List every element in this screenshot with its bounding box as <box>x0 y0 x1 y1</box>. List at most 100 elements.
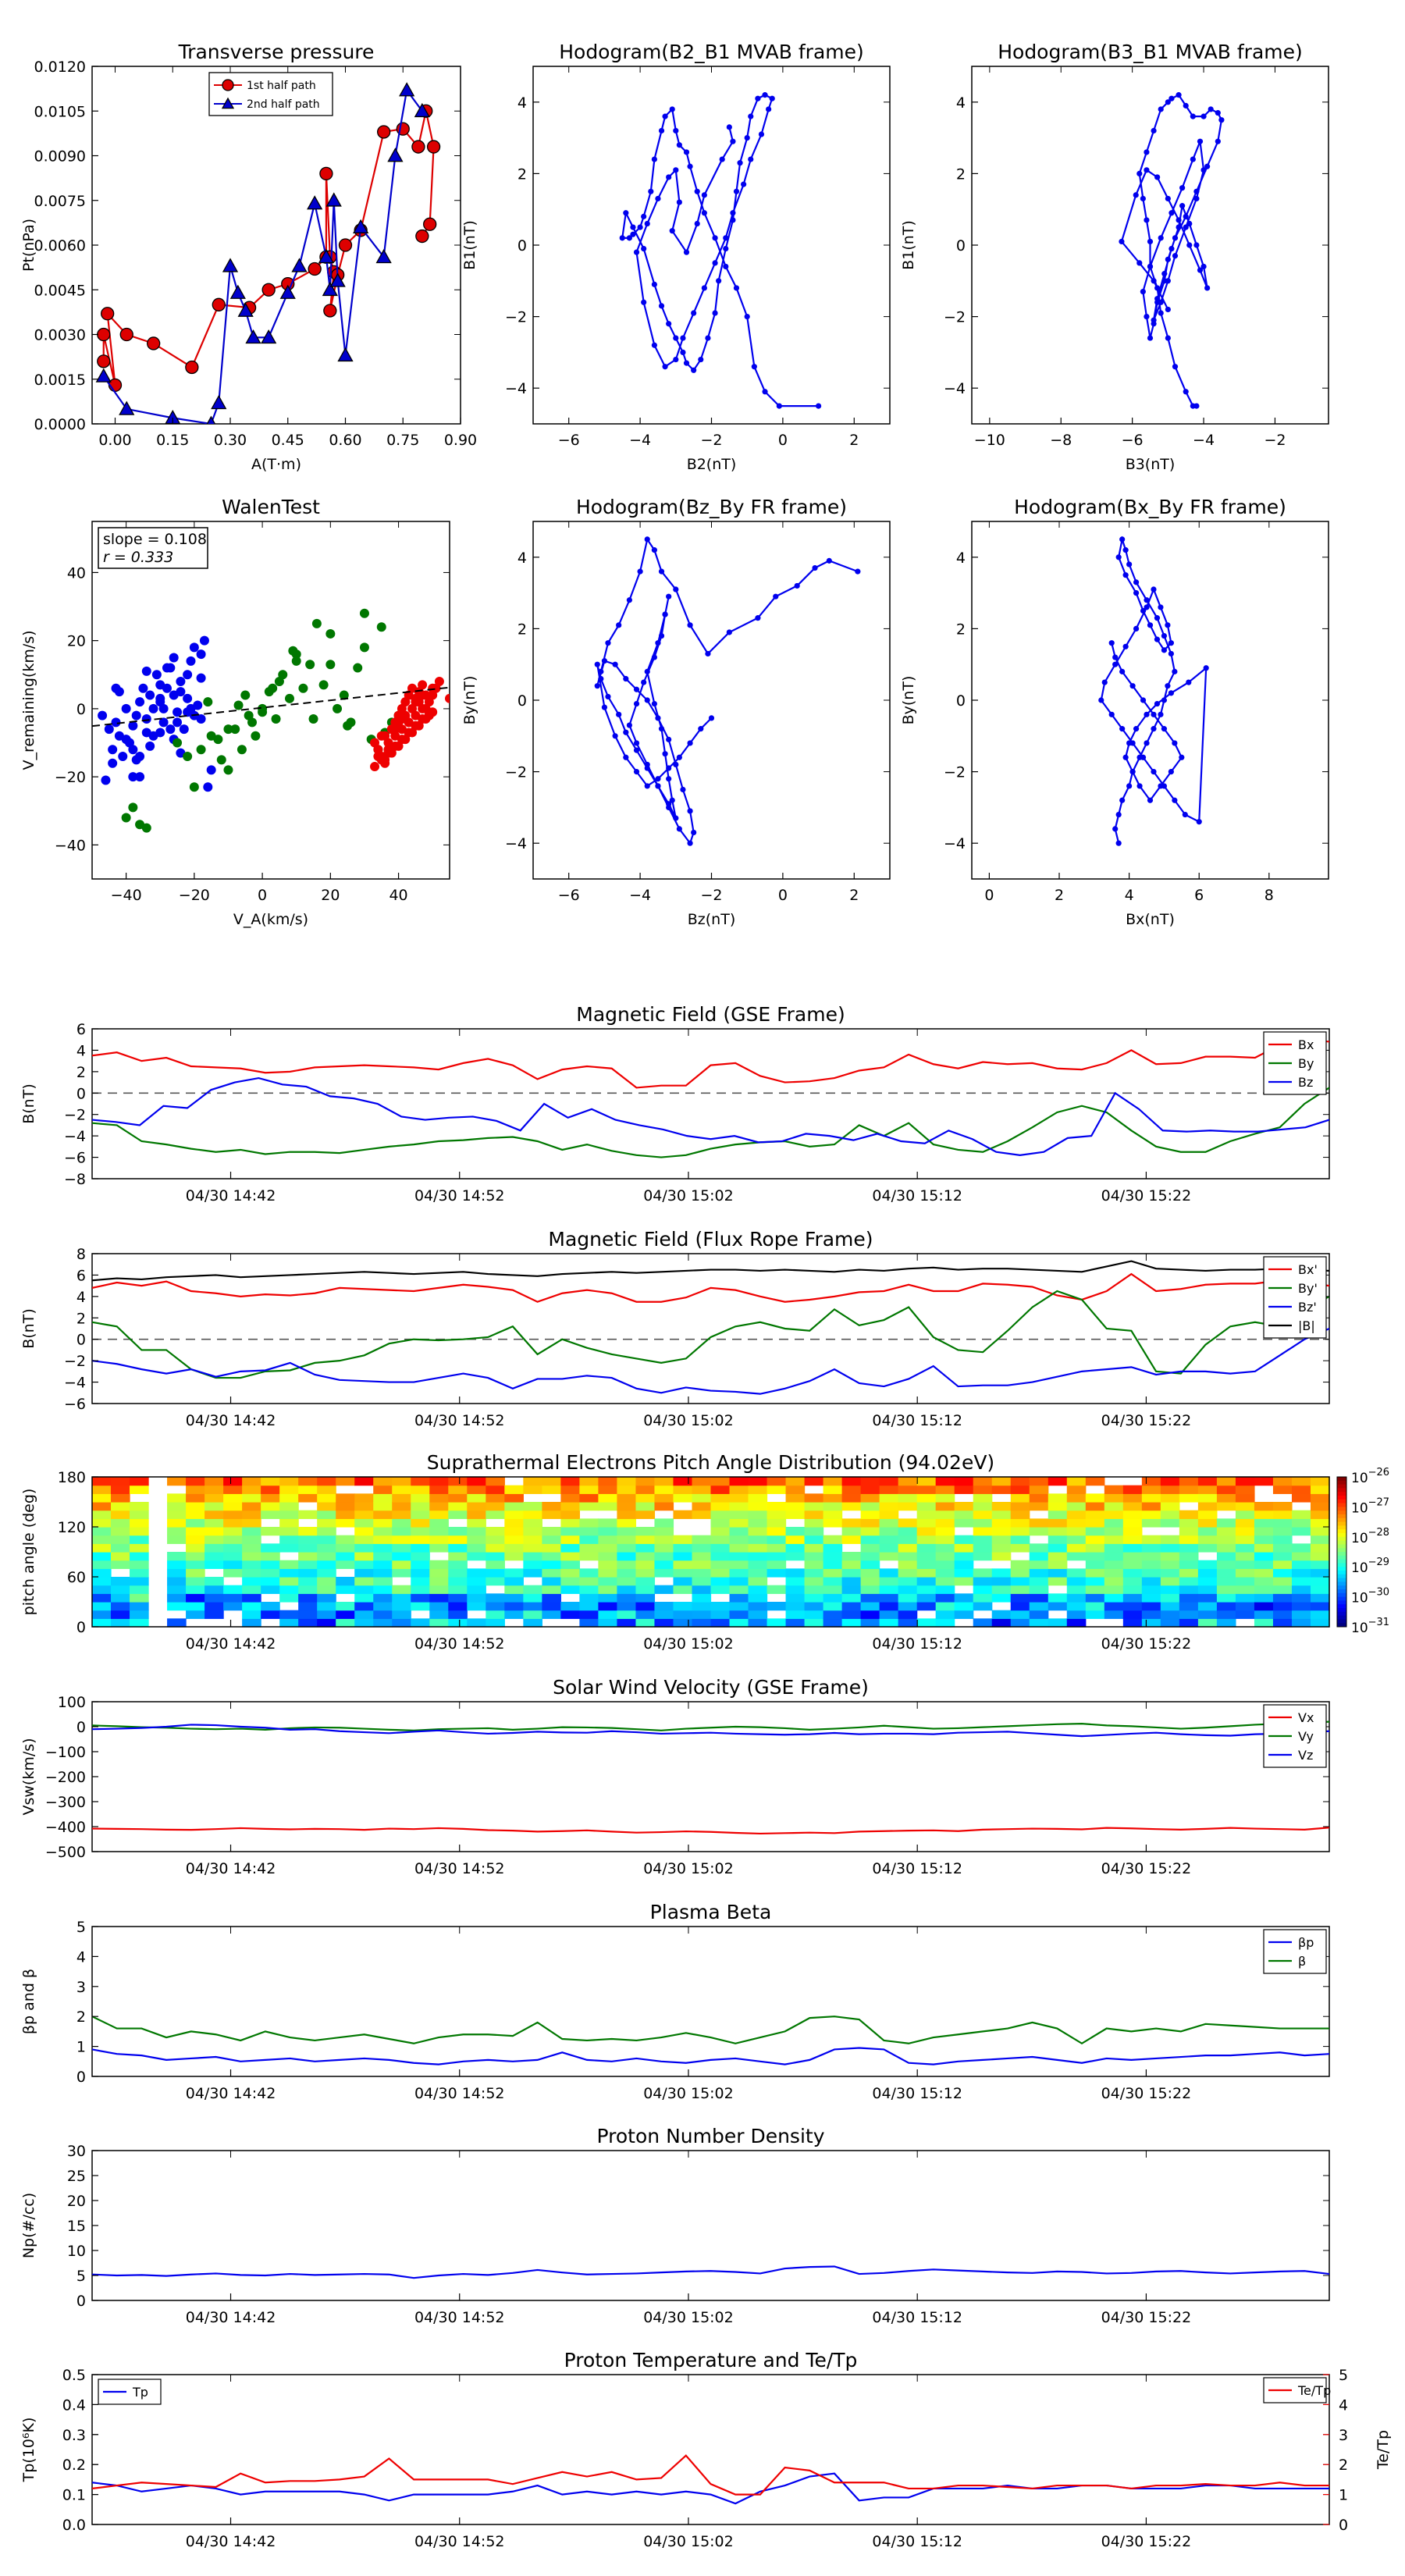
heatmap-cell <box>1048 1518 1068 1528</box>
heatmap-cell <box>710 1502 731 1511</box>
heatmap-cell <box>205 1543 224 1553</box>
heatmap-cell <box>354 1477 374 1486</box>
heatmap-cell <box>223 1593 243 1603</box>
data-point <box>626 597 632 603</box>
heatmap-cell <box>261 1585 280 1594</box>
heatmap-cell <box>373 1602 393 1611</box>
heatmap-cell <box>879 1602 899 1611</box>
heatmap-cell <box>617 1502 637 1511</box>
heatmap-cell <box>1291 1585 1311 1594</box>
heatmap-cell <box>879 1618 899 1628</box>
heatmap-cell <box>111 1527 130 1536</box>
heatmap-cell <box>916 1493 937 1503</box>
heatmap-cell <box>1048 1577 1068 1586</box>
heatmap-cell <box>448 1485 468 1494</box>
data-point <box>1119 726 1126 732</box>
heatmap-cell <box>1160 1493 1180 1503</box>
heatmap-cell <box>411 1493 430 1503</box>
heatmap-cell <box>298 1493 318 1503</box>
data-point <box>138 683 148 693</box>
time-tick-label: 04/30 15:02 <box>643 1187 734 1204</box>
heatmap-cell <box>1160 1560 1180 1569</box>
heatmap-cell <box>261 1510 280 1519</box>
data-point <box>1172 668 1178 674</box>
y-tick-label: 2 <box>76 2008 86 2026</box>
heatmap-cell <box>935 1585 955 1594</box>
data-point <box>1119 668 1126 674</box>
heatmap-cell <box>467 1485 486 1494</box>
data-point <box>434 677 444 687</box>
time-tick-label: 04/30 15:12 <box>872 1635 962 1653</box>
heatmap-cell <box>354 1602 374 1611</box>
heatmap-cell <box>242 1568 261 1578</box>
series-line <box>92 2454 1329 2496</box>
heatmap-cell <box>692 1502 712 1511</box>
time-tick-label: 04/30 15:22 <box>1101 2533 1192 2550</box>
y-tick-label: 4 <box>1339 2396 1348 2414</box>
data-point <box>404 728 414 738</box>
heatmap-cell <box>354 1535 374 1544</box>
data-point <box>598 675 604 682</box>
data-point <box>337 347 354 362</box>
colorbar-step <box>1337 1585 1346 1590</box>
heatmap-cell <box>486 1618 505 1628</box>
colorbar-step <box>1337 1503 1346 1507</box>
heatmap-cell <box>916 1602 937 1611</box>
heatmap-cell <box>486 1527 505 1536</box>
heatmap-cell <box>1197 1618 1218 1628</box>
heatmap-cell <box>261 1568 280 1578</box>
heatmap-cell <box>879 1510 899 1519</box>
heatmap-cell <box>991 1518 1012 1528</box>
heatmap-cell <box>1179 1477 1199 1486</box>
chart-title: Magnetic Field (GSE Frame) <box>576 1003 845 1026</box>
data-point <box>691 310 697 316</box>
heatmap-cell <box>1141 1485 1161 1494</box>
heatmap-cell <box>279 1485 299 1494</box>
heatmap-cell <box>804 1527 824 1536</box>
heatmap-cell <box>692 1568 712 1578</box>
y-tick-label: 4 <box>76 1948 86 1966</box>
chart-title: Proton Temperature and Te/Tp <box>564 2349 858 2371</box>
heatmap-cell <box>486 1568 505 1578</box>
series-line <box>92 2016 1329 2045</box>
colorbar-tick-label: 10−27 <box>1351 1496 1389 1516</box>
data-point <box>1172 740 1178 746</box>
data-point <box>183 751 193 761</box>
data-point <box>680 786 686 793</box>
heatmap-cell <box>991 1610 1012 1619</box>
heatmap-cell <box>1197 1477 1218 1486</box>
heatmap-cell <box>1160 1593 1180 1603</box>
heatmap-cell <box>223 1518 243 1528</box>
heatmap-cell <box>916 1577 937 1586</box>
data-point <box>1165 99 1171 105</box>
heatmap-cell <box>523 1552 542 1561</box>
heatmap-cell <box>935 1610 955 1619</box>
heatmap-cell <box>429 1602 449 1611</box>
heatmap-cell <box>1010 1485 1030 1494</box>
heatmap-cell <box>242 1560 261 1569</box>
colorbar-step <box>1337 1615 1346 1620</box>
heatmap-cell <box>1254 1543 1274 1553</box>
data-point <box>1165 278 1171 284</box>
heatmap-cell <box>954 1543 974 1553</box>
heatmap-cell <box>635 1602 656 1611</box>
data-point <box>1126 740 1133 746</box>
heatmap-cell <box>429 1510 449 1519</box>
heatmap-cell <box>767 1543 787 1553</box>
heatmap-cell <box>1066 1585 1087 1594</box>
plot-area <box>95 82 441 424</box>
data-point <box>687 163 693 169</box>
fit-line <box>92 686 450 728</box>
heatmap-cell <box>111 1585 130 1594</box>
data-point <box>424 707 434 717</box>
heatmap-cell <box>1291 1577 1311 1586</box>
heatmap-cell <box>973 1493 993 1503</box>
heatmap-cell <box>1141 1577 1161 1586</box>
heatmap-cell <box>392 1560 411 1569</box>
data-point <box>1122 572 1129 578</box>
heatmap-cell <box>654 1552 674 1561</box>
data-point <box>1158 235 1164 241</box>
data-point <box>222 79 234 91</box>
data-point <box>726 124 732 130</box>
